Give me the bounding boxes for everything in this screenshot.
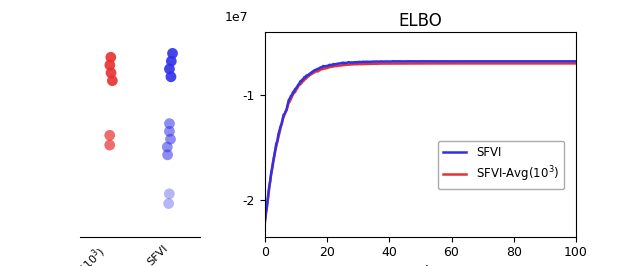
Point [104,143,115,147]
Legend: SFVI, SFVI-Avg($10^3$): SFVI, SFVI-Avg($10^3$) [438,141,564,189]
Point [166,59,177,63]
Point [164,129,175,134]
SFVI [262,211,270,214]
Title: ELBO: ELBO [399,12,442,30]
Point [166,75,176,79]
Point [106,71,116,75]
SFVI-Avg($10^3$) [436,62,444,65]
Line: SFVI: SFVI [265,61,576,221]
Point [104,133,115,138]
Point [168,51,178,56]
SFVI [452,60,460,63]
SFVI-Avg($10^3$) [447,62,455,65]
SFVI-Avg($10^3$) [572,62,580,65]
SFVI-Avg($10^3$) [524,62,532,65]
SFVI-Avg($10^3$) [446,62,454,65]
Point [165,137,175,141]
Point [164,122,175,126]
SFVI [572,60,580,63]
X-axis label: Iterations: Iterations [387,265,454,266]
SFVI [447,60,455,63]
SFVI-Avg($10^3$) [261,221,269,224]
Point [163,201,173,206]
Point [162,145,172,149]
Point [106,55,116,59]
SFVI [389,60,397,63]
Text: 1e7: 1e7 [225,11,248,24]
SFVI-Avg($10^3$) [452,62,460,65]
SFVI-Avg($10^3$) [262,212,270,215]
SFVI-Avg($10^3$) [544,62,552,65]
Point [164,67,175,71]
SFVI [544,60,552,63]
Point [163,153,173,157]
Point [105,63,115,67]
SFVI [524,60,532,63]
SFVI [261,219,269,223]
SFVI [446,60,454,63]
Line: SFVI-Avg($10^3$): SFVI-Avg($10^3$) [265,63,576,222]
Point [164,192,175,196]
Point [108,78,118,83]
